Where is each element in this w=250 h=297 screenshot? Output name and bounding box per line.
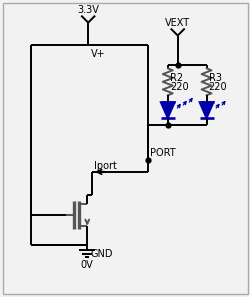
Text: Iport: Iport <box>94 161 116 171</box>
Polygon shape <box>199 102 213 118</box>
Text: 3.3V: 3.3V <box>77 5 99 15</box>
Polygon shape <box>160 102 174 118</box>
Text: 220: 220 <box>169 82 188 92</box>
Text: 0V: 0V <box>80 260 93 271</box>
Text: GND: GND <box>90 249 112 258</box>
Text: VEXT: VEXT <box>164 18 190 28</box>
Text: R2: R2 <box>169 73 182 83</box>
Text: V+: V+ <box>91 50 106 59</box>
Text: 220: 220 <box>208 82 226 92</box>
Text: R3: R3 <box>208 73 221 83</box>
Text: PORT: PORT <box>149 148 175 158</box>
